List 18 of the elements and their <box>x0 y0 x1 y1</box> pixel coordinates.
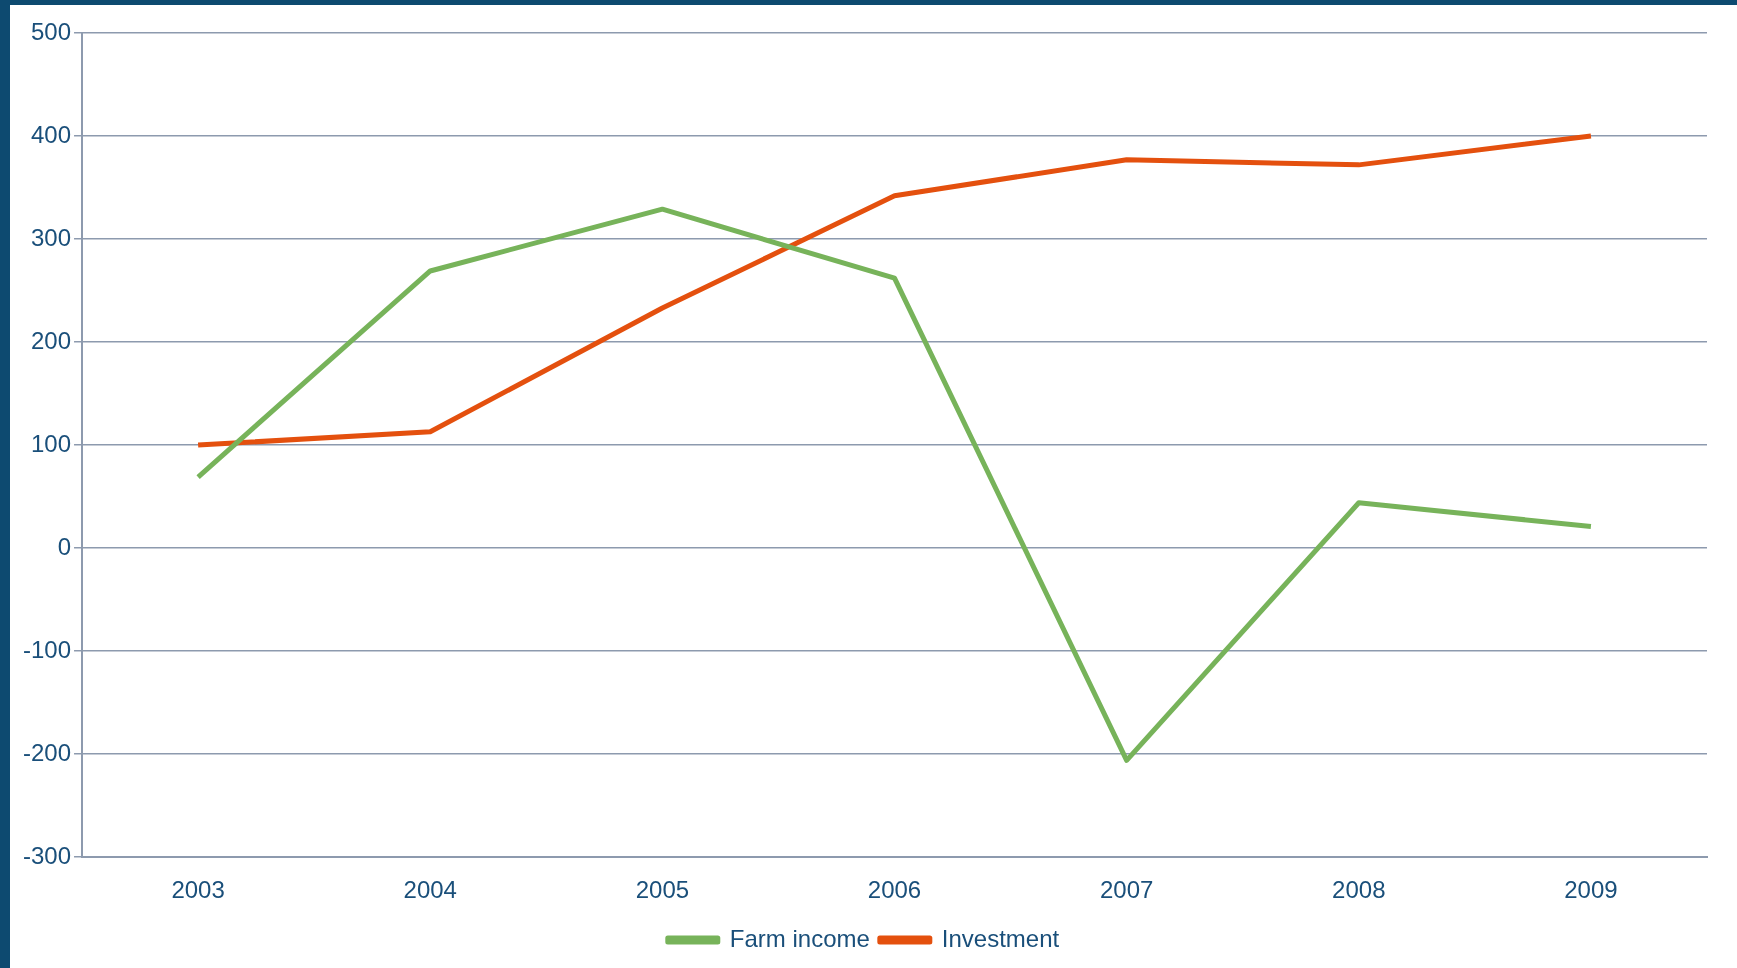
x-tick-label: 2004 <box>403 876 457 904</box>
y-tick-label: 200 <box>30 326 72 354</box>
legend-label: Farm income <box>729 924 870 952</box>
y-tick-label: 100 <box>30 429 72 457</box>
x-tick-label: 2003 <box>171 876 225 904</box>
x-tick-label: 2008 <box>1332 876 1386 904</box>
x-tick-label: 2006 <box>867 876 922 904</box>
y-tick-label: -300 <box>22 841 72 869</box>
x-tick-label: 2009 <box>1564 876 1618 904</box>
y-tick-label: 400 <box>30 120 72 148</box>
y-tick-label: 500 <box>30 17 72 45</box>
y-tick-label: 0 <box>57 532 72 560</box>
y-tick-label: -100 <box>22 635 72 663</box>
x-tick-label: 2007 <box>1099 876 1154 904</box>
y-tick-label: 300 <box>30 223 72 251</box>
y-tick-label: -200 <box>22 738 72 766</box>
x-tick-label: 2005 <box>635 876 690 904</box>
legend-label: Investment <box>941 924 1060 952</box>
